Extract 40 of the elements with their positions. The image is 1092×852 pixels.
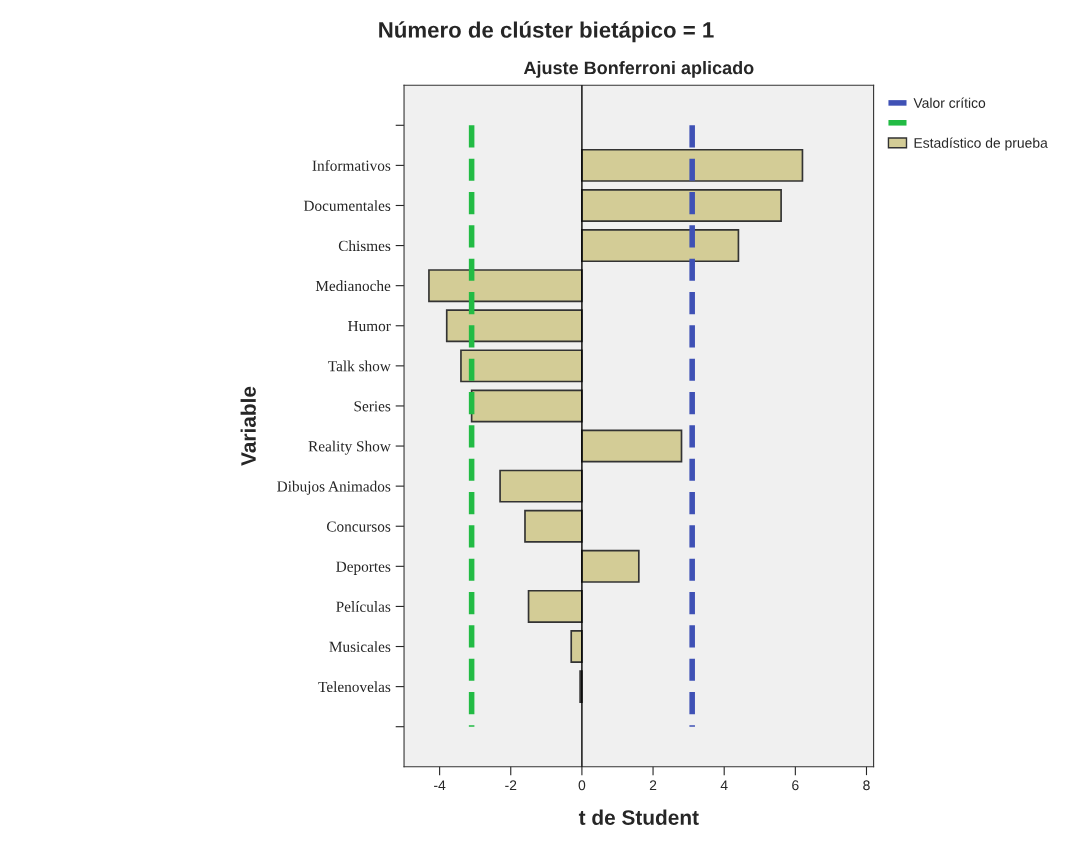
x-tick-label: 4 [720, 780, 728, 791]
y-tick-label: Dibujos Animados [277, 480, 391, 495]
bar [570, 630, 583, 663]
x-tick-label: -4 [434, 780, 446, 791]
y-tick-label: Telenovelas [318, 681, 391, 693]
x-axis-title: t de Student [578, 809, 699, 825]
y-tick-label: Humor [348, 321, 391, 332]
chart-subtitle: Ajuste Bonferroni aplicado [523, 61, 754, 78]
bar [581, 429, 683, 463]
chart-title: Número de clúster bietápico = 1 [379, 21, 714, 43]
y-tick-label: Películas [336, 601, 391, 612]
bar [581, 148, 804, 182]
x-tick-label: 6 [792, 780, 799, 791]
y-axis-title: Variable [240, 386, 256, 466]
bar [527, 589, 583, 623]
y-tick-label: Chismes [338, 240, 391, 252]
x-tick-label: -2 [505, 780, 517, 791]
y-tick-label: Concursos [326, 521, 391, 532]
y-tick-label: Medianoche [315, 280, 391, 292]
bar [499, 469, 583, 503]
legend-label: Estadístico de prueba [914, 137, 1048, 151]
bar [581, 549, 640, 583]
bar [460, 349, 583, 383]
bar [524, 509, 583, 543]
bar [581, 229, 740, 263]
x-tick-label: 8 [863, 780, 870, 791]
y-tick-label: Documentales [303, 200, 391, 211]
y-tick-label: Informativos [312, 159, 391, 171]
y-tick-label: Talk show [328, 360, 391, 372]
x-tick-label: 0 [578, 780, 586, 791]
y-tick-label: Deportes [336, 561, 391, 575]
bar [445, 309, 583, 343]
y-tick-label: Series [354, 401, 391, 412]
bar [470, 389, 583, 423]
x-tick-label: 2 [649, 780, 657, 791]
bar [581, 189, 782, 222]
y-tick-label: Reality Show [308, 440, 391, 455]
y-tick-label: Musicales [329, 641, 391, 652]
legend-label: Valor crítico [913, 97, 986, 108]
bar [428, 269, 583, 303]
